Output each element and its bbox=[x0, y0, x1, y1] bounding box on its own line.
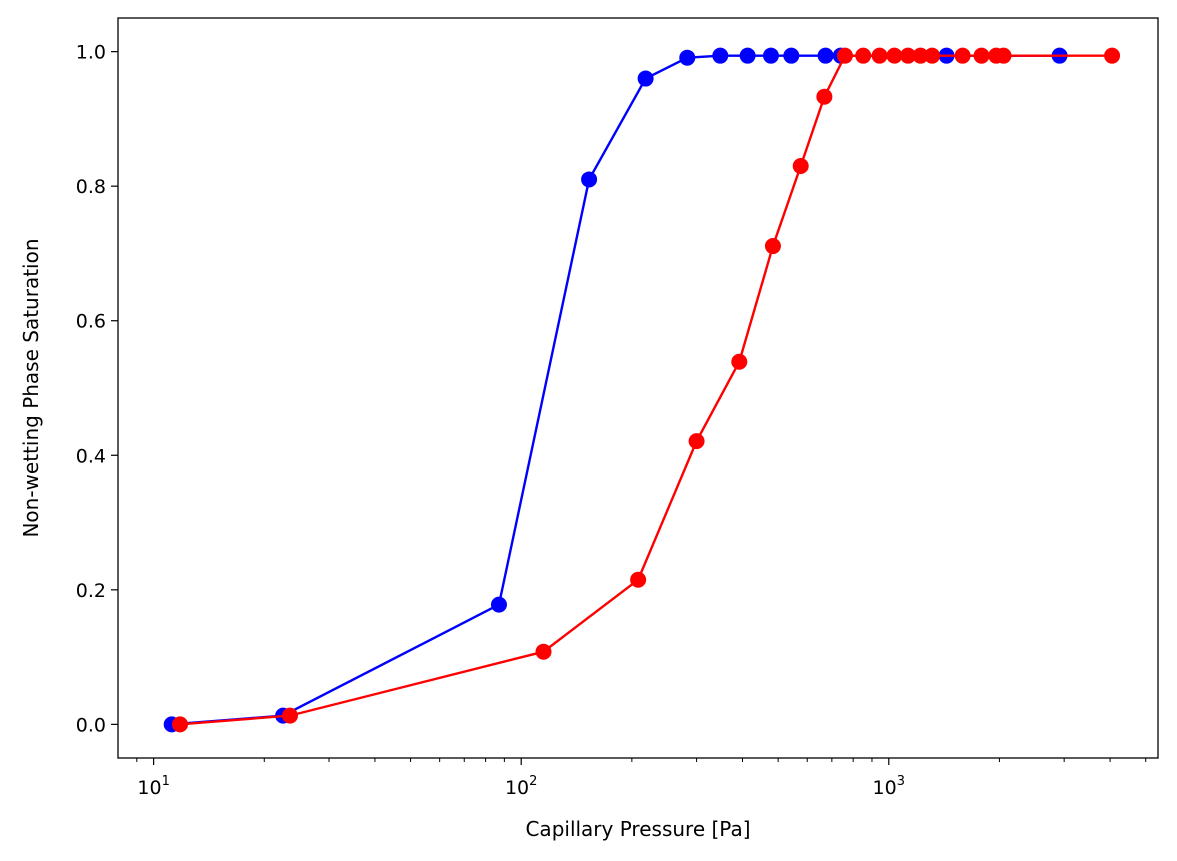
data-point bbox=[688, 433, 705, 450]
x-tick-label: 103 bbox=[873, 774, 905, 799]
data-point bbox=[1104, 47, 1121, 64]
data-point bbox=[739, 47, 756, 64]
data-point bbox=[535, 643, 552, 660]
x-tick-label: 101 bbox=[137, 774, 169, 799]
series-line bbox=[179, 54, 1113, 726]
data-point bbox=[764, 238, 781, 255]
data-point bbox=[886, 47, 903, 64]
data-point bbox=[912, 47, 929, 64]
plot-series bbox=[163, 47, 1121, 733]
plot-frame bbox=[117, 17, 1159, 759]
data-point bbox=[973, 47, 990, 64]
data-point bbox=[731, 353, 748, 370]
data-point bbox=[581, 171, 598, 188]
data-point bbox=[836, 47, 853, 64]
y-axis-ticks: 0.0 0.2 0.4 0.6 0.8 1.0 bbox=[76, 42, 118, 736]
data-point bbox=[172, 716, 189, 733]
data-point bbox=[679, 49, 696, 66]
y-tick-label: 0.4 bbox=[76, 445, 106, 467]
data-point bbox=[924, 47, 941, 64]
y-tick-label: 0.6 bbox=[76, 311, 106, 333]
data-point bbox=[282, 707, 299, 724]
y-tick-label: 0.2 bbox=[76, 580, 106, 602]
data-point bbox=[637, 70, 654, 87]
series-line bbox=[171, 54, 1060, 726]
data-point bbox=[712, 47, 729, 64]
data-point bbox=[871, 47, 888, 64]
x-minor-ticks bbox=[136, 758, 1147, 762]
data-point bbox=[783, 47, 800, 64]
y-tick-label: 1.0 bbox=[76, 42, 106, 64]
series-2 bbox=[172, 47, 1121, 733]
data-point bbox=[490, 596, 507, 613]
data-point bbox=[900, 47, 917, 64]
data-point bbox=[995, 47, 1012, 64]
data-point bbox=[762, 47, 779, 64]
data-point bbox=[816, 88, 833, 105]
x-axis-ticks: 101 102 103 bbox=[137, 758, 905, 799]
y-axis-label: Non-wetting Phase Saturation bbox=[19, 238, 43, 537]
series-1 bbox=[163, 47, 1068, 733]
data-point bbox=[630, 571, 647, 588]
x-tick-label: 102 bbox=[505, 774, 537, 799]
data-point bbox=[855, 47, 872, 64]
data-point bbox=[792, 158, 809, 174]
y-tick-label: 0.0 bbox=[76, 714, 106, 736]
x-axis-label: Capillary Pressure [Pa] bbox=[525, 817, 750, 841]
y-tick-label: 0.8 bbox=[76, 176, 106, 198]
data-point bbox=[954, 47, 971, 64]
data-point bbox=[817, 47, 834, 64]
